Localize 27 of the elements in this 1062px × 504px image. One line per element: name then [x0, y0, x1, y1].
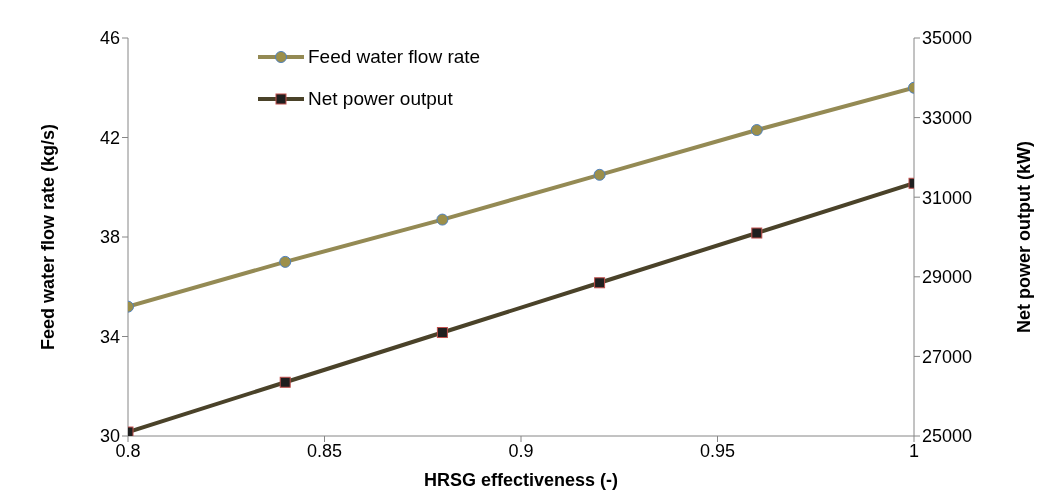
- x-tick-label: 0.95: [699, 440, 736, 461]
- y2-axis-title: Net power output (kW): [1014, 141, 1035, 333]
- y2-tick-label: 33000: [922, 107, 973, 128]
- y-tick-label: 34: [99, 326, 120, 347]
- y2-tick-label: 29000: [922, 267, 973, 288]
- point: [279, 376, 291, 388]
- legend-label: Feed water flow rate: [308, 46, 481, 68]
- x-tick-label: 0.85: [306, 440, 343, 461]
- point: [594, 277, 606, 289]
- point: [436, 327, 448, 339]
- point: [593, 168, 606, 181]
- y-axis-title: Feed water flow rate (kg/s): [38, 123, 59, 351]
- y2-tick-label: 31000: [922, 187, 973, 208]
- y-tick-label: 46: [99, 28, 120, 49]
- point: [751, 227, 763, 239]
- point: [279, 255, 292, 268]
- x-tick-label: 0.9: [508, 440, 534, 461]
- x-tick-label: 1: [908, 440, 920, 461]
- y2-tick-label: 35000: [922, 28, 973, 49]
- point: [436, 213, 449, 226]
- y-tick-label: 38: [99, 227, 120, 248]
- y2-tick-label: 27000: [922, 346, 973, 367]
- point: [750, 124, 763, 137]
- x-axis-title: HRSG effectiveness (-): [423, 470, 619, 490]
- y2-tick-label: 25000: [922, 426, 973, 447]
- y-tick-label: 42: [99, 127, 120, 148]
- legend-label: Net power output: [308, 88, 453, 110]
